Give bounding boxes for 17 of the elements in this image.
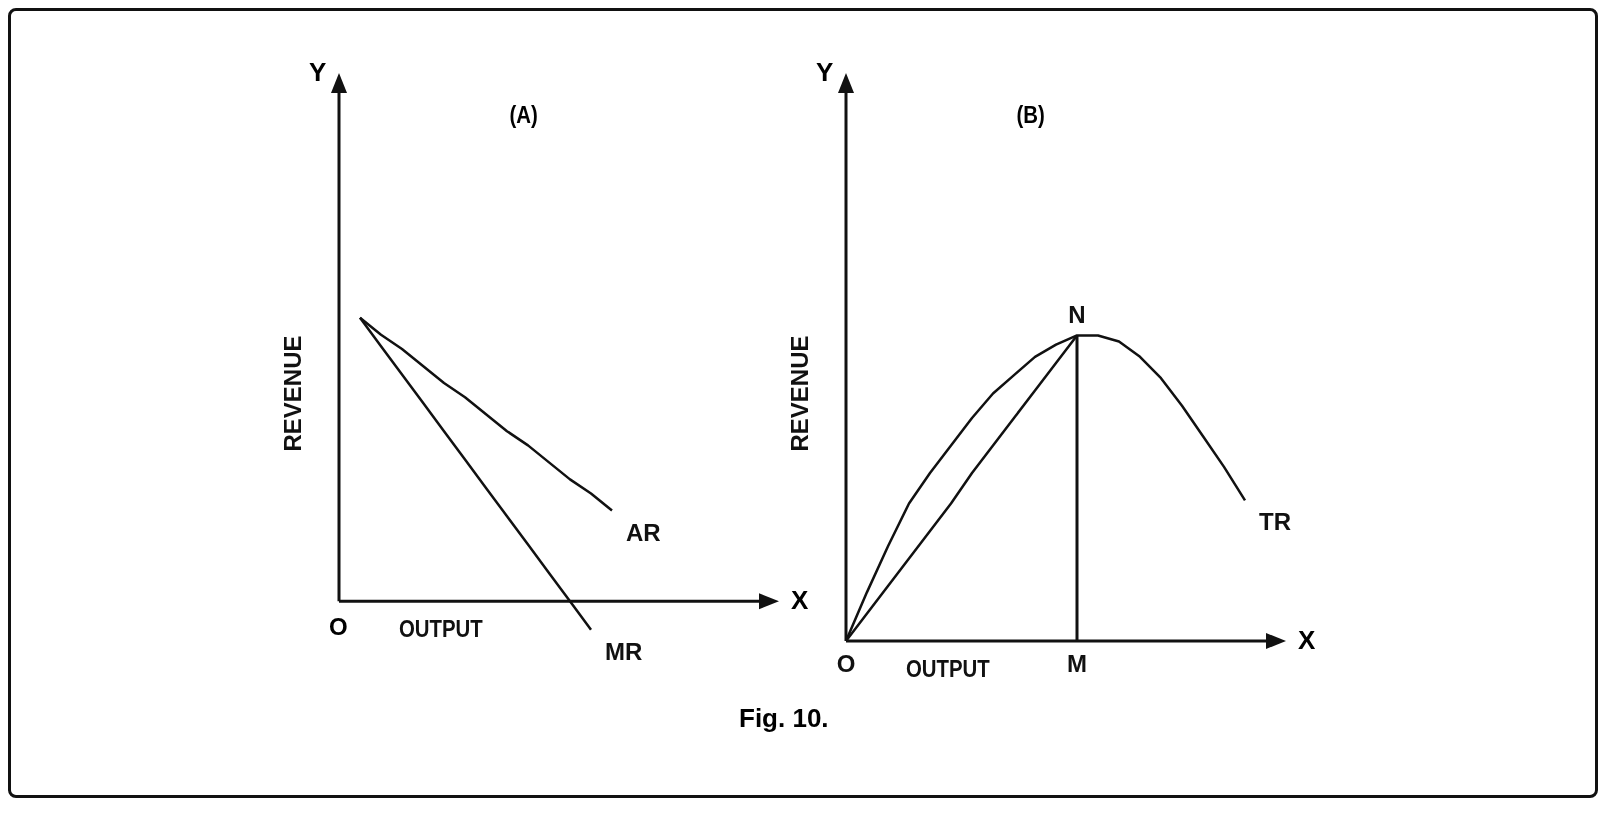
series-label: MR bbox=[605, 637, 643, 665]
x-tick-label: M bbox=[1067, 650, 1087, 678]
text: X bbox=[1298, 625, 1316, 656]
text: X bbox=[791, 585, 809, 617]
text: Y bbox=[309, 57, 327, 88]
y-axis-title: REVENUE bbox=[279, 335, 306, 452]
series-label: AR bbox=[626, 518, 661, 546]
annotation: O bbox=[329, 613, 348, 642]
text: Y bbox=[816, 57, 834, 88]
caption: Fig. 10. bbox=[739, 703, 829, 734]
y-axis-title: REVENUE bbox=[786, 335, 813, 452]
chart-title: (B) bbox=[1016, 101, 1045, 129]
series-label: TR bbox=[1259, 508, 1291, 536]
annotation: N bbox=[1068, 301, 1086, 329]
x-axis-title: OUTPUT bbox=[905, 655, 991, 683]
x-axis-title: OUTPUT bbox=[398, 615, 484, 643]
chart-title: (A) bbox=[509, 101, 538, 129]
